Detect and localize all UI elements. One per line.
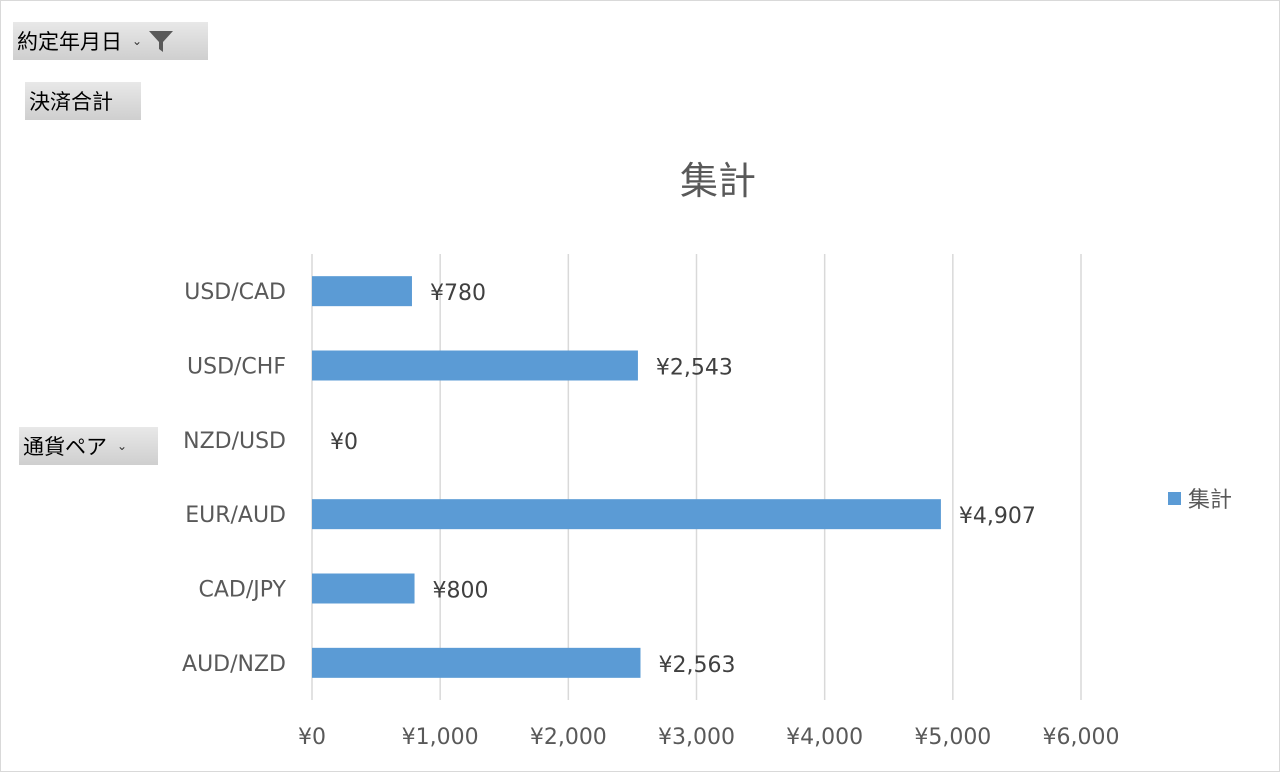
- category-label: USD/CHF: [187, 355, 286, 380]
- data-label: ¥780: [430, 281, 486, 306]
- bar[interactable]: [312, 276, 412, 307]
- bar[interactable]: [312, 573, 415, 604]
- x-tick-label: ¥2,000: [530, 725, 607, 750]
- x-axis-tick-labels: ¥0 ¥1,000 ¥2,000 ¥3,000 ¥4,000 ¥5,000 ¥6,000: [298, 725, 1119, 750]
- gridlines: [311, 254, 1082, 700]
- category-label: NZD/USD: [183, 429, 286, 454]
- data-label: ¥4,907: [959, 504, 1036, 529]
- data-labels: ¥780 ¥2,543 ¥0 ¥4,907 ¥800 ¥2,563: [330, 281, 1036, 678]
- value-field-button[interactable]: 決済合計: [25, 82, 141, 120]
- legend[interactable]: 集計: [1168, 482, 1232, 514]
- funnel-icon[interactable]: [148, 28, 174, 54]
- value-field-label: 決済合計: [29, 90, 113, 114]
- filter-field-button[interactable]: 約定年月日 ⌄: [13, 22, 208, 60]
- data-label: ¥800: [433, 579, 489, 604]
- category-label: AUD/NZD: [182, 652, 286, 677]
- data-label: ¥0: [330, 430, 358, 455]
- data-label: ¥2,543: [656, 356, 733, 381]
- legend-swatch: [1168, 491, 1181, 505]
- dropdown-arrow-icon[interactable]: ⌄: [117, 439, 128, 453]
- bars: [312, 276, 941, 678]
- category-label: CAD/JPY: [199, 578, 287, 603]
- category-label: EUR/AUD: [185, 503, 286, 528]
- x-tick-label: ¥4,000: [786, 725, 863, 750]
- data-label: ¥2,563: [658, 653, 735, 678]
- axis-field-button[interactable]: 通貨ペア ⌄: [19, 427, 158, 465]
- legend-label: 集計: [1188, 488, 1233, 513]
- category-label: USD/CAD: [184, 280, 286, 305]
- category-labels: USD/CAD USD/CHF NZD/USD EUR/AUD CAD/JPY AUD/N…: [182, 280, 287, 677]
- x-tick-label: ¥6,000: [1043, 725, 1120, 750]
- x-tick-label: ¥3,000: [658, 725, 735, 750]
- x-tick-label: ¥5,000: [914, 725, 991, 750]
- x-tick-label: ¥0: [298, 725, 326, 750]
- bar[interactable]: [312, 350, 638, 381]
- filter-field-label: 約定年月日: [17, 30, 122, 54]
- bar[interactable]: [312, 499, 941, 530]
- x-tick-label: ¥1,000: [402, 725, 479, 750]
- bar[interactable]: [312, 647, 641, 678]
- axis-field-label: 通貨ペア: [23, 435, 107, 459]
- chart-title: 集計: [680, 159, 756, 203]
- dropdown-arrow-icon[interactable]: ⌄: [132, 34, 143, 48]
